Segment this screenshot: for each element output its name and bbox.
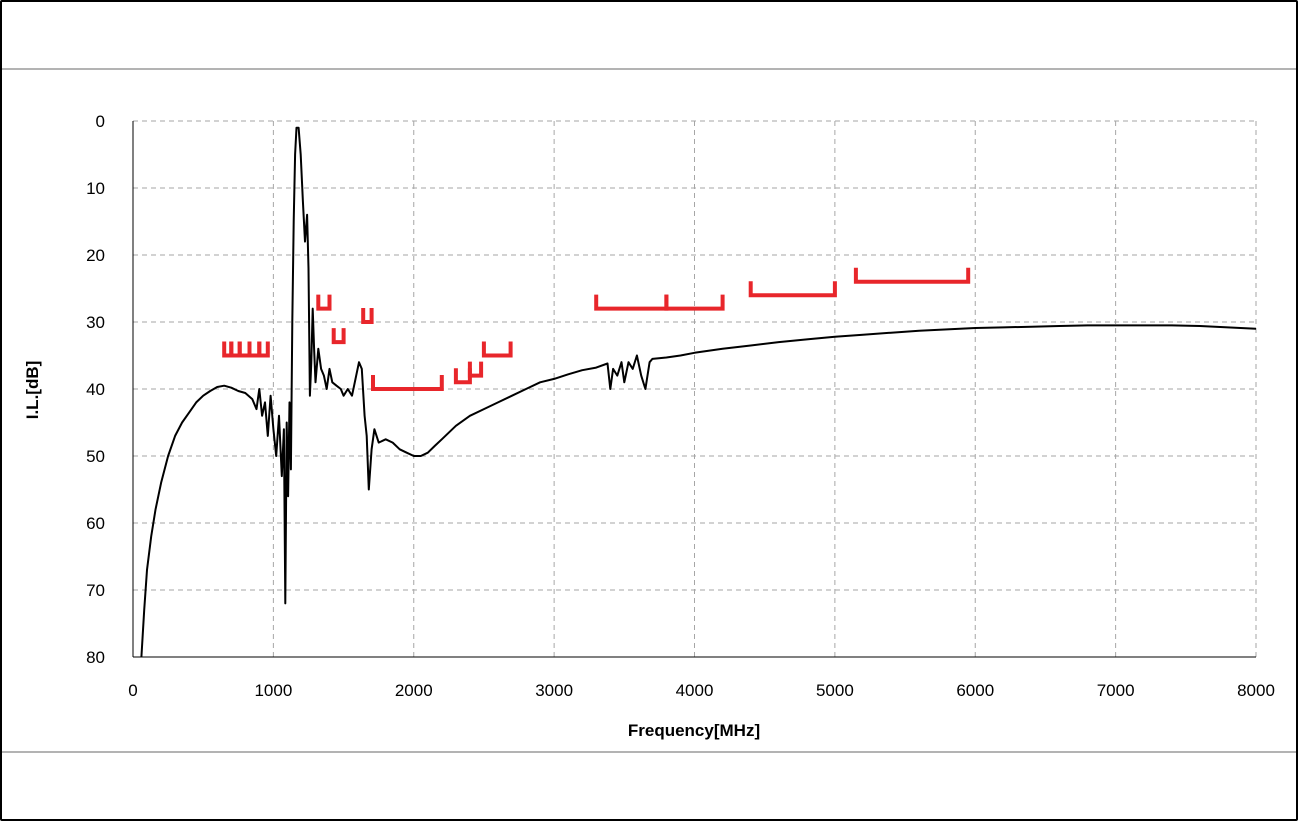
limit-marker	[748, 281, 837, 298]
tick-labels: 0 1000 2000 3000 4000 5000 6000 7000 8000 0 10 20 30…	[86, 112, 1275, 700]
limit-markers	[222, 267, 971, 391]
x-tick-label: 5000	[816, 681, 854, 700]
x-tick-label: 8000	[1237, 681, 1275, 700]
y-tick-label: 20	[86, 246, 105, 265]
x-tick-label: 0	[128, 681, 137, 700]
limit-marker	[481, 341, 513, 358]
y-tick-label: 70	[86, 581, 105, 600]
limit-marker	[331, 328, 346, 345]
series-layer	[140, 126, 1257, 658]
x-tick-label: 4000	[676, 681, 714, 700]
y-tick-label: 30	[86, 313, 105, 332]
x-tick-label: 7000	[1097, 681, 1135, 700]
limit-marker	[664, 294, 725, 311]
y-tick-label: 10	[86, 179, 105, 198]
x-tick-label: 6000	[956, 681, 994, 700]
limit-marker	[361, 308, 374, 324]
x-tick-label: 3000	[535, 681, 573, 700]
y-tick-label: 40	[86, 380, 105, 399]
y-tick-label: 80	[86, 648, 105, 667]
x-axis-title: Frequency[MHz]	[628, 721, 760, 740]
x-tick-label: 1000	[254, 681, 292, 700]
limit-marker	[257, 341, 270, 358]
axes	[132, 121, 1256, 658]
series-line	[140, 126, 1257, 658]
y-tick-label: 0	[96, 112, 105, 131]
limit-marker	[594, 294, 669, 311]
y-axis-title: I.L.[dB]	[23, 361, 42, 420]
x-tick-label: 2000	[395, 681, 433, 700]
y-tick-label: 60	[86, 514, 105, 533]
limit-marker	[316, 294, 332, 311]
limit-marker	[371, 375, 444, 391]
limit-marker	[467, 361, 484, 378]
y-tick-label: 50	[86, 447, 105, 466]
limit-marker	[453, 368, 472, 385]
limit-marker	[853, 267, 971, 284]
grid	[133, 120, 1257, 657]
